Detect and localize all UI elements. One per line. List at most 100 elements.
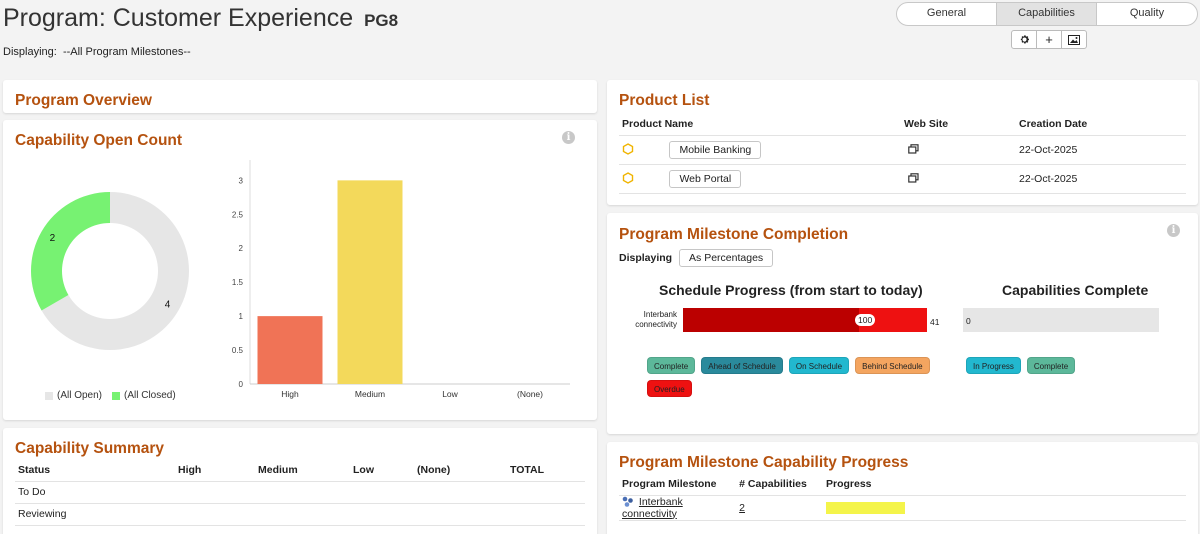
- legend-label-open: (All Open): [57, 390, 103, 401]
- add-button[interactable]: +: [1036, 30, 1062, 49]
- capabilities-complete-bar: 0: [963, 308, 1159, 332]
- milestone-icon: [622, 496, 633, 508]
- schedule-legend: Complete Ahead of Schedule On Schedule Behi…: [647, 356, 947, 397]
- capability-progress-fill: [826, 501, 906, 514]
- col-medium: Medium: [258, 464, 298, 477]
- donut-slice[interactable]: [31, 192, 110, 311]
- donut-legend: (All Open) (All Closed): [45, 390, 176, 401]
- capabilities-complete-value: 0: [966, 316, 971, 326]
- col-creation-date: Creation Date: [1019, 117, 1088, 130]
- col-web-site: Web Site: [904, 117, 949, 130]
- y-tick-label: 3: [239, 176, 244, 185]
- schedule-end-value: 41: [930, 317, 940, 327]
- capability-summary-title: Capability Summary: [15, 440, 165, 457]
- col-status: Status: [18, 464, 51, 477]
- info-icon[interactable]: i: [1167, 224, 1180, 237]
- y-tick-label: 1.5: [232, 278, 244, 287]
- displaying-label: Displaying: [619, 252, 673, 264]
- donut-slice-label: 4: [165, 299, 171, 310]
- col-none: (None): [417, 464, 451, 477]
- x-category-label: High: [281, 389, 299, 399]
- creation-date: 22-Oct-2025: [1019, 172, 1078, 185]
- capability-progress-table: Program Milestone # Capabilities Progres…: [619, 474, 1186, 521]
- x-category-label: Medium: [355, 389, 385, 399]
- capability-progress-title: Program Milestone Capability Progress: [619, 454, 909, 471]
- y-tick-label: 2.5: [232, 210, 244, 219]
- toolbar: +: [1011, 30, 1087, 49]
- tab-capabilities[interactable]: Capabilities: [997, 3, 1097, 25]
- legend-complete: Complete: [1026, 357, 1076, 374]
- y-tick-label: 1: [239, 312, 244, 321]
- legend-behind-schedule: Behind Schedule: [855, 357, 930, 374]
- product-name-button[interactable]: Mobile Banking: [669, 141, 762, 159]
- col-total: TOTAL: [510, 464, 545, 477]
- col-low: Low: [353, 464, 374, 477]
- displaying-row: Displaying As Percentages: [619, 249, 774, 267]
- displaying-value: --All Program Milestones--: [62, 46, 191, 58]
- image-button[interactable]: [1061, 30, 1087, 49]
- settings-button[interactable]: [1011, 30, 1037, 49]
- table-row: Reviewing: [15, 503, 585, 525]
- legend-swatch-closed: [112, 391, 121, 400]
- capability-summary-table: Status High Medium Low (None) TOTAL To D…: [15, 460, 585, 526]
- milestone-completion-panel: Program Milestone Completion i Displayin…: [607, 213, 1198, 434]
- milestone-label: Interbank connectivity: [635, 310, 677, 329]
- milestone-link[interactable]: Interbank connectivity: [622, 495, 683, 520]
- capabilities-legend: In Progress Complete: [966, 356, 1081, 374]
- donut-slice[interactable]: [41, 192, 189, 350]
- capability-summary-panel: Capability Summary Status High Medium Lo…: [3, 428, 597, 534]
- image-icon: [1068, 34, 1080, 45]
- info-icon[interactable]: i: [562, 131, 575, 144]
- y-tick-label: 0.5: [232, 346, 244, 355]
- gear-icon: [1020, 35, 1029, 44]
- status-cell: To Do: [18, 486, 46, 498]
- external-link-icon[interactable]: [908, 143, 919, 154]
- schedule-progress-fill: [683, 308, 859, 332]
- table-row: Mobile Banking 22-Oct-2025: [619, 135, 1186, 164]
- progress-value-label: 100: [855, 314, 876, 326]
- table-row: Web Portal 22-Oct-2025: [619, 164, 1186, 193]
- schedule-progress-bar: 100: [683, 308, 927, 332]
- x-category-label: Low: [442, 389, 458, 399]
- bar[interactable]: [257, 316, 323, 384]
- as-percentages-button[interactable]: As Percentages: [679, 249, 774, 267]
- product-table: Product Name Web Site Creation Date Mobi…: [619, 113, 1186, 194]
- capabilities-count-link[interactable]: 2: [739, 501, 745, 514]
- legend-label-closed: (All Closed): [124, 390, 176, 401]
- hexagon-icon: [622, 142, 634, 155]
- table-row: To Do: [15, 481, 585, 503]
- capability-progress-panel: Program Milestone Capability Progress Pr…: [607, 442, 1198, 534]
- legend-swatch-open: [45, 391, 53, 400]
- x-category-label: (None): [517, 389, 543, 399]
- donut-chart: 42: [31, 192, 189, 350]
- program-overview-title: Program Overview: [15, 92, 152, 109]
- tab-quality[interactable]: Quality: [1129, 7, 1165, 19]
- tab-general[interactable]: General: [897, 3, 997, 25]
- capability-progress-track: [826, 501, 1186, 514]
- legend-ahead-of-schedule: Ahead of Schedule: [701, 357, 783, 374]
- col-high: High: [178, 464, 202, 477]
- product-list-panel: Product List Product Name Web Site Creat…: [607, 80, 1198, 205]
- y-tick-label: 0: [239, 380, 244, 389]
- bar-chart: 0 0.5 1 1.5 2 2.5 3 High Medium Low (None): [232, 160, 570, 399]
- page-title: Program: Customer Experience PG8: [3, 4, 398, 33]
- col-progress: Progress: [826, 478, 872, 491]
- creation-date: 22-Oct-2025: [1019, 143, 1078, 156]
- displaying-filter: Displaying: --All Program Milestones--: [3, 46, 191, 58]
- hexagon-icon: [622, 171, 634, 184]
- bar[interactable]: [337, 180, 403, 384]
- legend-complete: Complete: [647, 357, 696, 374]
- program-title: Program: Customer Experience: [3, 4, 354, 32]
- schedule-progress-title: Schedule Progress (from start to today): [659, 282, 923, 298]
- capability-open-count-title: Capability Open Count: [15, 132, 183, 149]
- view-tabs: General Capabilities Quality: [896, 2, 1198, 26]
- program-code: PG8: [364, 11, 399, 30]
- y-tick-label: 2: [239, 244, 244, 253]
- external-link-icon[interactable]: [908, 172, 919, 183]
- program-overview-panel: Program Overview: [3, 80, 597, 113]
- legend-in-progress: In Progress: [966, 357, 1021, 374]
- product-name-button[interactable]: Web Portal: [669, 170, 742, 188]
- legend-overdue: Overdue: [647, 380, 692, 397]
- product-list-title: Product List: [619, 92, 710, 109]
